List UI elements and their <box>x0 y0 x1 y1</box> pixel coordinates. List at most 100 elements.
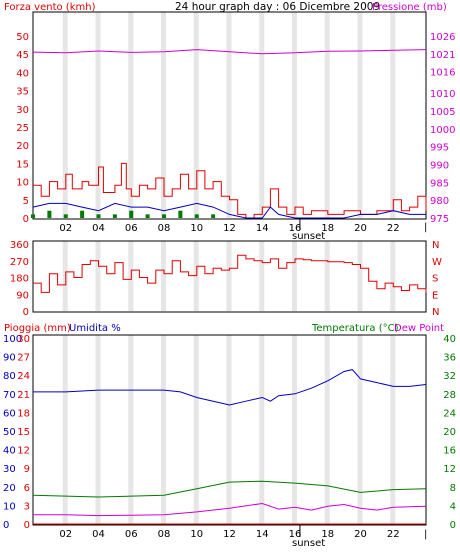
wind-gust-line <box>33 162 427 219</box>
humidity-tick-label: 10 <box>3 501 16 512</box>
wind-min-bar <box>47 210 52 218</box>
wind-tick-label: 20 <box>16 141 29 152</box>
grid-band <box>292 12 297 218</box>
temperature-axis-label: Temperatura (°C) <box>311 323 399 334</box>
wind-tick-label: 40 <box>16 68 29 79</box>
grid-band <box>226 335 232 524</box>
direction-tick-label: 270 <box>10 257 29 268</box>
panel-frames <box>32 11 427 526</box>
pressure-tick-label: 980 <box>430 196 449 207</box>
grid-band <box>95 241 101 311</box>
x-tick-label: 16 <box>289 223 302 234</box>
humidity-line <box>33 369 427 406</box>
grid-band <box>128 241 134 311</box>
rain-tick-label: 30 <box>17 334 30 345</box>
grid-band <box>357 335 363 524</box>
series-lines <box>31 49 427 525</box>
pressure-line <box>32 49 427 55</box>
wind-min-bar <box>211 214 216 218</box>
rain-tick-label: 6 <box>24 483 30 494</box>
grid-band <box>161 12 166 218</box>
x-tick-label: 02 <box>59 529 72 540</box>
x-tick-label: 16 <box>289 529 302 540</box>
rain-tick-label: 15 <box>17 427 30 438</box>
direction-compass-label: N <box>432 240 439 251</box>
rain-tick-label: 18 <box>17 408 30 419</box>
x-tick-label: 14 <box>256 529 269 540</box>
x-tick-label: 12 <box>223 529 236 540</box>
panel-1-frame <box>32 11 427 220</box>
x-tick-label: 10 <box>190 223 203 234</box>
pressure-axis-label: Pressione (mb) <box>372 2 447 13</box>
humidity-axis-label: Umidita % <box>69 323 121 334</box>
x-tick-label: 18 <box>321 223 334 234</box>
direction-tick-label: 0 <box>23 307 29 318</box>
wind-tick-label: 25 <box>16 123 29 134</box>
wind-tick-label: 35 <box>16 87 29 98</box>
humidity-tick-label: 100 <box>3 334 22 345</box>
grid-band <box>390 241 396 311</box>
grid-band <box>226 12 232 218</box>
wind-min-bar <box>31 214 35 218</box>
grid-band <box>226 241 232 311</box>
temperature-tick-label: 4 <box>450 501 456 512</box>
grid-band <box>259 241 265 311</box>
grid-band <box>95 335 101 524</box>
grid-band <box>390 335 396 524</box>
direction-compass-label: S <box>432 274 438 285</box>
grid-band <box>62 335 68 524</box>
x-tick-label: 08 <box>158 223 171 234</box>
wind-min-bar <box>145 214 150 218</box>
direction-tick-label: 90 <box>16 290 29 301</box>
pressure-tick-label: 975 <box>430 214 449 225</box>
grid-band <box>324 12 330 218</box>
rain-tick-label: 0 <box>24 520 30 531</box>
humidity-tick-label: 30 <box>3 464 16 475</box>
rain-tick-label: 9 <box>24 464 30 475</box>
end-marker-top: | <box>424 222 427 233</box>
humidity-tick-label: 60 <box>3 408 16 419</box>
grid-band <box>161 335 166 524</box>
temperature-tick-label: 24 <box>443 408 456 419</box>
pressure-tick-label: 1000 <box>430 125 455 136</box>
direction-tick-label: 180 <box>10 274 29 285</box>
direction-tick-label: 360 <box>10 240 29 251</box>
temperature-tick-label: 20 <box>443 427 456 438</box>
rain-tick-label: 3 <box>24 501 30 512</box>
wind-tick-label: 50 <box>16 32 29 43</box>
rain-tick-label: 24 <box>17 371 30 382</box>
panel-3-frame <box>32 334 427 526</box>
grid-band <box>357 12 363 218</box>
grid-band <box>292 241 297 311</box>
wind-direction-line <box>33 254 427 293</box>
humidity-tick-label: 0 <box>3 520 9 531</box>
wind-min-bar <box>162 214 166 218</box>
x-tick-label: 18 <box>321 529 334 540</box>
temperature-tick-label: 36 <box>443 353 456 364</box>
grid-band <box>193 335 199 524</box>
temperature-tick-label: 28 <box>443 390 456 401</box>
grid-band <box>193 12 199 218</box>
temperature-tick-label: 0 <box>450 520 456 531</box>
x-tick-label: 04 <box>92 223 105 234</box>
x-tick-label: 14 <box>256 223 269 234</box>
pressure-tick-label: 985 <box>430 178 449 189</box>
pressure-tick-label: 995 <box>430 143 449 154</box>
rain-tick-label: 27 <box>17 353 30 364</box>
grid-band <box>390 12 396 218</box>
pressure-tick-label: 990 <box>430 160 449 171</box>
wind-tick-label: 15 <box>16 159 29 170</box>
wind-min-bar <box>63 214 68 218</box>
chart-title: 24 hour graph day : 06 Dicembre 2009 <box>175 1 380 13</box>
pressure-tick-label: 1016 <box>430 68 455 79</box>
wind-tick-label: 0 <box>23 214 29 225</box>
sunset-label-bottom: sunset <box>292 538 325 549</box>
dewpoint-line <box>33 502 427 517</box>
x-tick-label: 22 <box>387 223 400 234</box>
rain-tick-label: 21 <box>17 390 30 401</box>
humidity-tick-label: 40 <box>3 446 16 457</box>
humidity-tick-label: 80 <box>3 371 16 382</box>
rain-axis-label: Pioggia (mm) <box>4 323 71 334</box>
grid-band <box>259 12 265 218</box>
grid-band <box>161 241 166 311</box>
